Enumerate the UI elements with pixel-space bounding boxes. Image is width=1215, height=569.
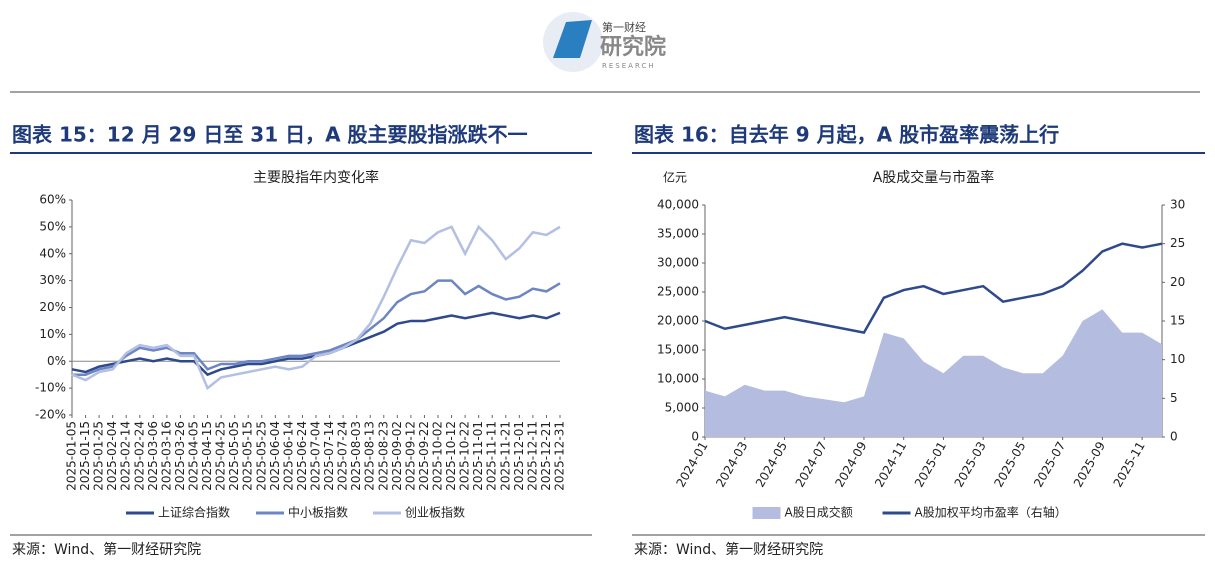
y-tick-label: 10,000 — [657, 372, 699, 386]
y-tick-label: 0 — [691, 430, 699, 444]
x-tick-label: 2025-04-15 — [200, 421, 214, 491]
legend-label: 中小板指数 — [288, 505, 348, 520]
y-tick-label: 50% — [39, 219, 66, 233]
source: 来源：Wind、第一财经研究院 — [634, 541, 823, 558]
x-tick-label: 2025-11 — [1111, 439, 1148, 489]
x-tick-label: 2025-08-03 — [349, 421, 363, 491]
x-tick-label: 2025-06-14 — [281, 421, 295, 491]
x-tick-label: 2025-02-14 — [119, 421, 133, 491]
x-tick-label: 2025-07-14 — [322, 421, 336, 491]
x-tick-label: 2025-09-12 — [403, 421, 417, 491]
x-tick-label: 2025-05-05 — [227, 421, 241, 491]
x-tick-label: 2025-09 — [1071, 439, 1108, 489]
x-tick-label: 2025-09-22 — [417, 421, 431, 491]
panel-title: 图表 16：自去年 9 月起，A 股市盈率震荡上行 — [634, 123, 1059, 147]
x-tick-label: 2024-07 — [793, 439, 830, 489]
x-tick-label: 2025-08-23 — [376, 421, 390, 491]
brand-name: 研究院 — [600, 34, 666, 60]
y-tick-label: 35,000 — [657, 227, 699, 241]
y-tick-label: 30,000 — [657, 256, 699, 270]
x-tick-label: 2025-02-24 — [132, 421, 146, 491]
x-tick-label: 2025-07-04 — [309, 421, 323, 491]
legend-label: A股日成交额 — [785, 505, 853, 520]
x-tick-label: 2025-03-16 — [159, 421, 173, 491]
y2-tick-label: 0 — [1170, 430, 1178, 444]
y2-tick-label: 30 — [1170, 198, 1185, 212]
y2-tick-label: 20 — [1170, 275, 1185, 289]
y2-tick-label: 25 — [1170, 236, 1185, 250]
x-tick-label: 2025-05-15 — [241, 421, 255, 491]
x-tick-label: 2025-08-13 — [363, 421, 377, 491]
logo: 第一财经 研究院 RESEARCH — [543, 12, 666, 72]
line — [72, 279, 561, 376]
x-tick-label: 2025-06-04 — [268, 421, 282, 491]
y-tick-label: 10% — [39, 327, 66, 341]
y-tick-label: 30% — [39, 273, 66, 287]
x-tick-label: 2025-07 — [1031, 439, 1068, 489]
legend-label: 上证综合指数 — [158, 505, 230, 520]
x-tick-label: 2025-03 — [952, 439, 989, 489]
y-tick-label: 5,000 — [665, 401, 699, 415]
line — [71, 311, 561, 377]
x-tick-label: 2025-01 — [912, 439, 949, 489]
x-tick-label: 2025-02-04 — [105, 421, 119, 491]
x-tick-label: 2025-04-25 — [214, 421, 228, 491]
x-tick-label: 2025-10-12 — [444, 421, 458, 491]
y2-tick-label: 15 — [1170, 314, 1185, 328]
y-tick-label: 40,000 — [657, 198, 699, 212]
x-tick-label: 2025-11-11 — [485, 421, 499, 491]
legend-swatch — [752, 507, 781, 519]
chart-title: 主要股指年内变化率 — [253, 169, 379, 186]
y-tick-label: 0% — [47, 354, 66, 368]
y-tick-label: 20% — [39, 300, 66, 314]
x-tick-label: 2025-06-24 — [295, 421, 309, 491]
x-tick-label: 2025-12-11 — [525, 421, 539, 491]
x-tick-label: 2025-03-26 — [173, 421, 187, 491]
panel-title: 图表 15：12 月 29 日至 31 日，A 股主要股指涨跌不一 — [12, 123, 528, 147]
x-tick-label: 2025-01-05 — [65, 421, 79, 491]
legend-label: A股加权平均市盈率（右轴） — [915, 505, 1067, 520]
x-tick-label: 2025-10-22 — [458, 421, 472, 491]
x-tick-label: 2024-11 — [872, 439, 909, 489]
x-tick-label: 2025-12-31 — [553, 421, 567, 491]
legend-label: 创业板指数 — [405, 505, 465, 520]
brand: 第一财经 — [602, 20, 646, 34]
x-tick-label: 2025-05 — [991, 439, 1028, 489]
y-tick-label: 20,000 — [657, 314, 699, 328]
x-tick-label: 2025-09-02 — [390, 421, 404, 491]
x-tick-label: 2025-05-25 — [254, 421, 268, 491]
y-tick-label: 40% — [39, 246, 66, 260]
x-tick-label: 2025-10-02 — [431, 421, 445, 491]
x-tick-label: 2024-01 — [673, 439, 710, 489]
y-axis-label: 亿元 — [663, 170, 687, 185]
chart-title: A股成交量与市盈率 — [873, 169, 995, 186]
source: 来源：Wind、第一财经研究院 — [12, 541, 201, 558]
area — [705, 309, 1162, 437]
y-tick-label: 25,000 — [657, 285, 699, 299]
x-tick-label: 2025-12-21 — [539, 421, 553, 491]
y-tick-label: -10% — [35, 381, 66, 395]
x-tick-label: 2025-12-01 — [512, 421, 526, 491]
x-tick-label: 2025-07-24 — [336, 421, 350, 491]
y2-tick-label: 10 — [1170, 352, 1185, 366]
x-tick-label: 2025-03-06 — [146, 421, 160, 491]
x-tick-label: 2024-05 — [753, 439, 790, 489]
x-tick-label: 2025-11-21 — [498, 421, 512, 491]
x-tick-label: 2025-01-15 — [78, 421, 92, 491]
y-tick-label: -20% — [35, 408, 66, 422]
line — [704, 242, 1163, 334]
line — [71, 224, 561, 391]
brand-sub: RESEARCH — [602, 62, 656, 70]
logo-mark — [553, 20, 592, 58]
x-tick-label: 2025-11-01 — [471, 421, 485, 491]
y-tick-label: 15,000 — [657, 343, 699, 357]
x-tick-label: 2024-03 — [713, 439, 750, 489]
y-tick-label: 60% — [39, 193, 66, 207]
x-tick-label: 2024-09 — [832, 439, 869, 489]
y2-tick-label: 5 — [1170, 391, 1178, 405]
x-tick-label: 2025-04-05 — [187, 421, 201, 491]
x-tick-label: 2025-01-25 — [92, 421, 106, 491]
